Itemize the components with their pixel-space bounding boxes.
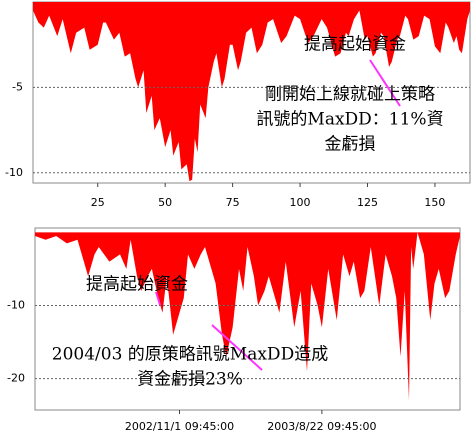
- annotation: 資金虧損23%: [137, 370, 243, 390]
- annotation: 剛開始上線就碰上策略: [265, 85, 435, 105]
- annotation: 提高起始資金: [86, 275, 188, 295]
- annotation: 2004/03 的原策略訊號MaxDD造成: [52, 345, 328, 365]
- x-tick-label: 100: [290, 196, 311, 209]
- pointer-line: [155, 291, 161, 306]
- x-tick-label: 2003/8/22 09:45:00: [267, 420, 376, 433]
- annotation: 提高起始資金: [304, 35, 406, 55]
- x-tick-label: 150: [424, 196, 445, 209]
- pointer-line: [211, 324, 263, 371]
- pointer-line: [369, 59, 401, 107]
- y-tick-label: -20: [7, 372, 25, 385]
- drawdown-area: [35, 232, 460, 401]
- x-tick-label: 2002/11/1 09:45:00: [125, 420, 234, 433]
- drawdown-area: [33, 2, 470, 182]
- x-tick-label: 50: [158, 196, 172, 209]
- annotation: 訊號的MaxDD：11%資: [256, 110, 443, 130]
- y-tick-label: -10: [7, 298, 25, 311]
- x-tick-label: 25: [91, 196, 105, 209]
- x-tick-label: 125: [357, 196, 378, 209]
- x-tick-label: 75: [226, 196, 240, 209]
- annotation: 金虧損: [325, 135, 376, 155]
- y-tick-label: -10: [5, 166, 23, 179]
- y-tick-label: -5: [12, 80, 23, 93]
